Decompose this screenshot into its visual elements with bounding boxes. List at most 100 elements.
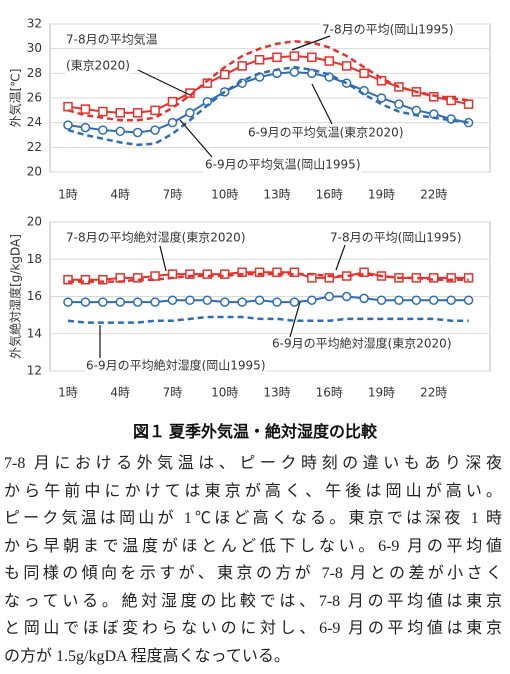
marker bbox=[185, 295, 195, 305]
marker bbox=[63, 297, 73, 307]
marker bbox=[359, 293, 369, 304]
marker bbox=[63, 101, 73, 112]
y-tick-label: 20 bbox=[27, 215, 42, 229]
leader-line bbox=[289, 301, 301, 338]
marker bbox=[150, 125, 160, 135]
marker bbox=[289, 51, 300, 61]
marker bbox=[80, 274, 91, 285]
marker bbox=[202, 295, 213, 305]
y-axis-label: 外気温[℃] bbox=[8, 69, 23, 128]
marker bbox=[167, 117, 178, 128]
marker bbox=[80, 297, 91, 307]
leader-line bbox=[159, 245, 167, 272]
marker bbox=[324, 273, 334, 283]
marker bbox=[463, 295, 474, 305]
marker bbox=[202, 269, 213, 279]
y-tick-label: 28 bbox=[27, 66, 42, 80]
marker bbox=[254, 295, 265, 305]
paragraph-line: 7-8 月における外気温は、ピーク時刻の違いもあり深夜 bbox=[4, 455, 502, 472]
series-line bbox=[67, 71, 469, 134]
marker bbox=[446, 295, 456, 305]
marker bbox=[132, 273, 143, 283]
x-tick-label: 10時 bbox=[211, 188, 238, 202]
marker bbox=[185, 269, 195, 279]
figure-caption: 図１ 夏季外気温・絶対湿度の比較 bbox=[132, 424, 377, 441]
x-tick-label: 4時 bbox=[110, 386, 130, 400]
marker bbox=[341, 61, 352, 71]
label-bg bbox=[65, 58, 131, 74]
y-tick-label: 30 bbox=[27, 41, 42, 55]
marker bbox=[237, 297, 247, 307]
marker bbox=[115, 108, 125, 118]
marker bbox=[394, 295, 404, 305]
paragraph-line: の方が 1.5g/kgDA 程度高くなっている。 bbox=[4, 647, 290, 665]
series-line bbox=[68, 272, 469, 283]
y-tick-label: 20 bbox=[27, 165, 42, 179]
charts: 20 22 24 26 28 30 32 1時 4時 7時 10時 13時 16時 19時 22時 外気温[℃… bbox=[8, 17, 491, 400]
x-tick-label: 19時 bbox=[368, 188, 395, 202]
marker bbox=[185, 108, 195, 118]
leader-line bbox=[311, 83, 333, 125]
label-bg bbox=[204, 157, 362, 173]
marker bbox=[289, 267, 300, 278]
marker bbox=[167, 96, 178, 107]
x-tick-label: 16時 bbox=[316, 188, 343, 202]
series-line bbox=[67, 40, 469, 122]
y-tick-label: 22 bbox=[27, 140, 42, 154]
marker bbox=[98, 125, 108, 135]
x-tick-label: 1時 bbox=[58, 188, 78, 202]
paragraph-line: から早朝まで温度がほとんど低下しない。6-9 月の平均値 bbox=[4, 537, 502, 555]
y-tick-label: 24 bbox=[27, 115, 42, 129]
paragraph: 7-8 月における外気温は、ピーク時刻の違いもあり深夜 から午前中にかけては東京が… bbox=[4, 450, 502, 670]
marker bbox=[411, 295, 422, 305]
x-tick-label: 1時 bbox=[58, 386, 78, 400]
marker bbox=[307, 295, 317, 305]
series-label: 6-9月の平均気温(岡山1995) bbox=[205, 157, 361, 172]
marker bbox=[324, 56, 334, 66]
marker bbox=[341, 291, 352, 302]
marker bbox=[98, 274, 108, 285]
marker bbox=[220, 69, 230, 80]
marker bbox=[272, 267, 282, 278]
x-tick-label: 13時 bbox=[263, 386, 290, 400]
marker bbox=[220, 269, 230, 279]
series-label: 7-8月の平均(岡山1995) bbox=[330, 231, 462, 245]
y-tick-label: 16 bbox=[27, 289, 42, 303]
series-label: 6-9月の平均絶対湿度(東京2020) bbox=[272, 336, 452, 351]
y-tick-label: 14 bbox=[27, 326, 42, 340]
marker bbox=[463, 99, 474, 109]
x-tick-label: 13時 bbox=[263, 188, 290, 202]
marker bbox=[220, 297, 230, 307]
marker bbox=[429, 295, 439, 305]
marker bbox=[289, 297, 300, 307]
marker bbox=[359, 267, 369, 278]
series-label: 6-9月の平均気温(東京2020) bbox=[248, 125, 404, 140]
y-tick-label: 26 bbox=[27, 91, 42, 105]
marker bbox=[376, 93, 387, 103]
marker bbox=[254, 55, 265, 65]
x-tick-label: 22時 bbox=[420, 188, 447, 202]
label-bg bbox=[85, 358, 267, 374]
x-tick-label: 4時 bbox=[110, 188, 130, 202]
marker bbox=[150, 105, 160, 116]
series-line bbox=[67, 315, 469, 324]
series-label: 7-8月の平均絶対湿度(東京2020) bbox=[66, 230, 246, 245]
y-tick-label: 32 bbox=[27, 17, 42, 31]
marker bbox=[63, 120, 73, 130]
paragraph-line: から午前中にかけては東京が高く、午後は岡山が高い。 bbox=[4, 482, 502, 500]
x-tick-label: 7時 bbox=[163, 386, 183, 400]
y-tick-label: 12 bbox=[27, 364, 42, 378]
series-label: 7-8月の平均(岡山1995) bbox=[322, 23, 454, 37]
leader-line bbox=[335, 244, 346, 271]
leader-line bbox=[179, 119, 213, 158]
series-label: 7-8月の平均気温 bbox=[66, 32, 158, 47]
marker bbox=[307, 52, 317, 63]
marker bbox=[237, 61, 247, 71]
marker bbox=[254, 267, 265, 278]
marker bbox=[359, 68, 369, 79]
x-tick-label: 19時 bbox=[368, 386, 395, 400]
marker bbox=[394, 99, 404, 109]
label-bg bbox=[65, 32, 159, 48]
marker bbox=[132, 297, 143, 307]
